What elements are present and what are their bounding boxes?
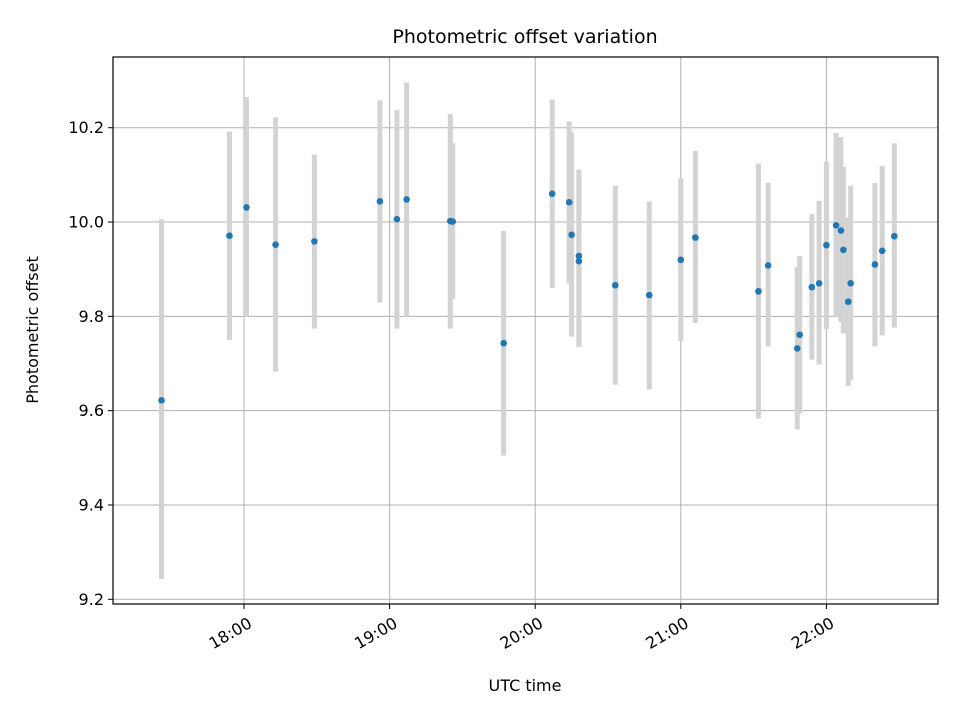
data-point <box>611 281 619 289</box>
data-point <box>449 218 457 225</box>
data-point <box>645 291 653 299</box>
y-tick-label: 9.2 <box>79 590 104 609</box>
grid <box>113 57 938 604</box>
data-point <box>844 298 852 306</box>
data-point <box>548 190 556 198</box>
data-point <box>840 246 847 254</box>
data-point <box>575 257 583 265</box>
data-point <box>847 280 854 287</box>
data-point <box>226 232 233 240</box>
data-point <box>692 234 699 241</box>
y-tick-label: 9.6 <box>79 401 104 420</box>
data-point <box>832 222 840 229</box>
data-point <box>272 241 279 248</box>
data-point <box>403 196 410 203</box>
data-point <box>891 232 898 240</box>
y-tick-label: 10.2 <box>68 118 104 137</box>
data-point <box>565 198 573 206</box>
data-point <box>376 197 384 205</box>
data-point <box>793 345 801 352</box>
data-points <box>158 190 898 404</box>
data-point <box>158 396 165 404</box>
x-axis-title: UTC time <box>489 676 562 695</box>
data-point <box>764 262 772 269</box>
data-point <box>755 288 762 295</box>
data-point <box>871 261 879 268</box>
data-point <box>823 241 830 249</box>
data-point <box>808 283 816 291</box>
data-point <box>677 256 685 264</box>
y-tick-label: 9.8 <box>79 307 104 326</box>
y-tick-label: 10.0 <box>68 213 104 232</box>
data-point <box>500 339 507 347</box>
y-axis: 9.2 9.4 9.6 9.8 10.0 10.2 <box>68 118 113 609</box>
data-point <box>393 215 401 223</box>
data-point <box>243 204 250 211</box>
plot-frame <box>112 56 939 605</box>
data-point <box>837 227 845 234</box>
data-point <box>796 331 803 339</box>
data-point <box>878 247 886 255</box>
y-tick-label: 9.4 <box>79 495 104 514</box>
data-point <box>815 280 823 287</box>
data-point <box>568 231 575 239</box>
data-point <box>311 238 318 245</box>
y-axis-title: Photometric offset <box>23 256 42 404</box>
chart-title: Photometric offset variation <box>392 26 657 48</box>
data-point <box>575 252 583 260</box>
